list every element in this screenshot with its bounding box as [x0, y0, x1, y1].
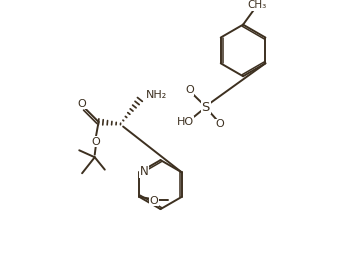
Text: NH₂: NH₂ [146, 90, 168, 100]
Text: O: O [185, 85, 194, 95]
Text: N: N [139, 165, 148, 178]
Text: CH₃: CH₃ [248, 0, 267, 10]
Text: O: O [92, 137, 100, 147]
Text: O: O [78, 99, 87, 109]
Text: O: O [150, 196, 158, 206]
Text: HO: HO [176, 117, 194, 127]
Text: S: S [201, 101, 210, 114]
Text: O: O [215, 119, 224, 129]
